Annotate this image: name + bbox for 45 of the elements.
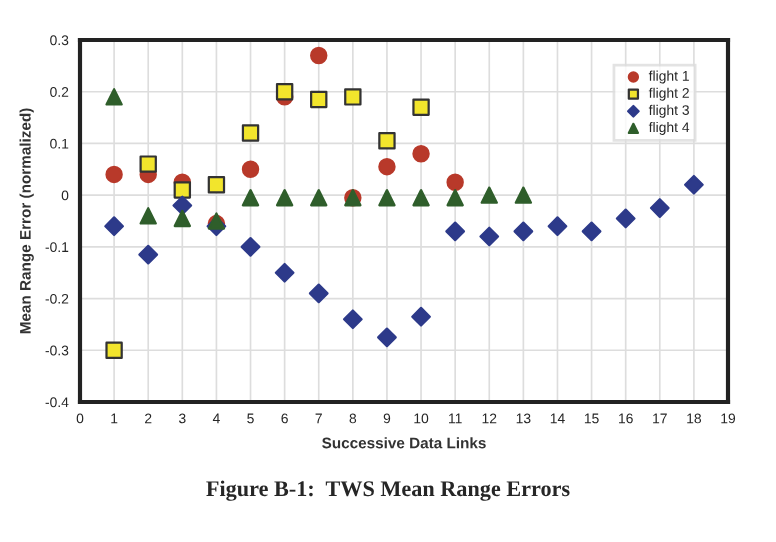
- text: Figure B-1: TWS Mean Range Errors: [206, 480, 570, 501]
- point: [342, 309, 363, 330]
- point: [684, 174, 704, 195]
- point: [104, 216, 124, 237]
- point: [173, 209, 192, 228]
- point: [411, 306, 431, 327]
- point: [105, 88, 123, 106]
- point: [378, 189, 396, 207]
- point: [378, 157, 396, 176]
- point: [241, 160, 260, 178]
- point: [378, 132, 396, 150]
- point: [377, 327, 397, 348]
- point: [207, 176, 226, 194]
- point: [241, 189, 260, 207]
- point: [479, 226, 500, 247]
- point: [240, 236, 261, 257]
- point: [649, 198, 670, 218]
- point: [275, 189, 294, 207]
- point: [445, 221, 466, 242]
- point: [344, 88, 362, 106]
- point: [275, 83, 294, 101]
- point: [173, 181, 192, 199]
- point: [308, 283, 329, 304]
- point: [412, 145, 430, 163]
- point: [615, 208, 636, 229]
- point: [412, 189, 430, 207]
- point: [138, 244, 159, 265]
- point: [310, 90, 328, 109]
- point: [172, 195, 193, 216]
- point: [581, 221, 602, 242]
- point: [241, 124, 260, 142]
- point: [480, 186, 498, 204]
- point: [514, 186, 533, 204]
- point: [139, 155, 157, 173]
- point: [412, 98, 430, 116]
- point: [310, 46, 328, 65]
- point: [105, 165, 123, 184]
- point: [139, 207, 157, 225]
- point: [105, 341, 123, 359]
- point: [446, 189, 464, 207]
- point: [274, 262, 295, 283]
- point: [446, 173, 464, 191]
- point: [513, 221, 534, 242]
- point: [310, 189, 328, 207]
- point: [547, 216, 568, 237]
